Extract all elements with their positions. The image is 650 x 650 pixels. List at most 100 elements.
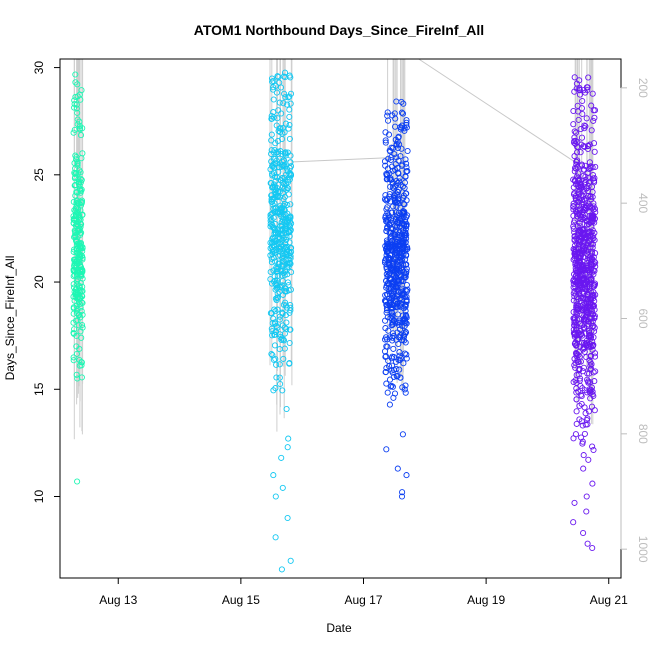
data-point bbox=[398, 256, 405, 263]
data-point bbox=[70, 256, 78, 263]
data-point bbox=[584, 283, 591, 290]
data-point bbox=[398, 109, 405, 116]
data-point bbox=[72, 182, 79, 189]
data-point bbox=[386, 190, 393, 198]
data-point bbox=[73, 188, 80, 196]
data-point bbox=[282, 94, 289, 101]
data-point bbox=[584, 295, 591, 303]
data-point bbox=[393, 373, 400, 380]
data-point bbox=[385, 357, 392, 364]
data-point bbox=[583, 221, 591, 228]
data-point bbox=[70, 330, 77, 337]
data-point bbox=[578, 105, 585, 112]
data-point bbox=[389, 330, 397, 337]
data-point bbox=[583, 317, 590, 324]
data-point bbox=[384, 112, 391, 119]
x-tick-label: Aug 15 bbox=[222, 593, 260, 607]
data-point bbox=[580, 364, 587, 371]
data-point bbox=[285, 282, 292, 289]
data-point bbox=[70, 198, 77, 205]
data-point bbox=[278, 110, 285, 117]
data-point bbox=[271, 239, 278, 246]
data-point bbox=[570, 121, 577, 128]
data-point bbox=[389, 312, 396, 319]
data-point bbox=[282, 244, 289, 251]
data-point bbox=[73, 343, 80, 350]
data-point bbox=[585, 239, 592, 246]
data-point bbox=[384, 109, 391, 116]
data-point bbox=[581, 229, 588, 236]
data-point bbox=[588, 361, 595, 368]
data-point bbox=[284, 514, 291, 522]
data-point bbox=[279, 261, 287, 268]
data-point bbox=[282, 149, 289, 156]
data-point bbox=[386, 270, 393, 277]
data-point bbox=[394, 465, 401, 472]
data-point bbox=[73, 204, 80, 211]
data-point bbox=[570, 206, 577, 213]
data-point bbox=[382, 246, 390, 253]
data-point bbox=[280, 355, 287, 362]
data-point bbox=[578, 161, 585, 168]
data-point bbox=[577, 320, 584, 327]
data-point bbox=[279, 226, 286, 233]
data-point bbox=[286, 339, 293, 347]
data-point bbox=[579, 438, 586, 445]
data-point bbox=[591, 219, 598, 226]
data-point bbox=[388, 209, 395, 216]
data-point bbox=[279, 254, 286, 262]
data-point bbox=[580, 206, 587, 214]
x-axis: Aug 13 Aug 15 Aug 17 Aug 19 Aug 21 bbox=[99, 577, 628, 607]
data-point bbox=[386, 147, 393, 154]
data-point bbox=[382, 137, 389, 144]
data-point bbox=[283, 181, 290, 188]
data-point bbox=[285, 125, 292, 132]
data-point bbox=[572, 178, 579, 185]
data-point bbox=[397, 332, 404, 339]
data-point bbox=[72, 71, 79, 78]
data-point bbox=[392, 267, 399, 274]
data-point bbox=[573, 408, 580, 415]
data-point bbox=[282, 120, 289, 127]
data-point bbox=[386, 401, 393, 408]
data-point bbox=[283, 319, 290, 326]
data-point bbox=[78, 199, 85, 206]
data-point bbox=[573, 371, 580, 379]
data-point bbox=[575, 116, 582, 123]
data-point bbox=[76, 125, 84, 132]
data-point bbox=[573, 158, 580, 165]
data-point bbox=[273, 157, 280, 164]
data-point bbox=[393, 177, 400, 184]
data-point bbox=[397, 233, 404, 240]
data-point bbox=[572, 339, 579, 346]
data-point bbox=[73, 213, 80, 220]
data-point bbox=[278, 237, 285, 244]
data-point bbox=[575, 176, 582, 183]
data-point bbox=[70, 273, 77, 280]
data-point bbox=[588, 127, 595, 134]
data-point bbox=[586, 159, 593, 166]
x-tick-label: Aug 17 bbox=[344, 593, 382, 607]
data-point bbox=[581, 125, 588, 132]
data-point bbox=[578, 200, 585, 207]
data-point bbox=[287, 253, 294, 260]
data-point bbox=[570, 256, 577, 263]
data-point bbox=[277, 380, 284, 388]
data-point bbox=[590, 200, 597, 207]
data-point bbox=[279, 258, 286, 265]
data-point bbox=[571, 242, 578, 249]
data-point bbox=[399, 489, 406, 496]
data-point bbox=[588, 384, 595, 391]
data-point bbox=[286, 106, 293, 113]
data-point bbox=[572, 267, 580, 274]
data-point bbox=[268, 350, 275, 358]
data-point bbox=[75, 322, 82, 329]
data-point bbox=[285, 191, 292, 198]
data-point bbox=[578, 185, 585, 192]
data-point bbox=[403, 160, 410, 167]
data-point bbox=[589, 175, 597, 182]
data-point bbox=[283, 405, 290, 413]
y2-tick-label: 200 bbox=[636, 78, 650, 98]
data-point bbox=[275, 150, 282, 158]
data-point bbox=[591, 205, 599, 212]
